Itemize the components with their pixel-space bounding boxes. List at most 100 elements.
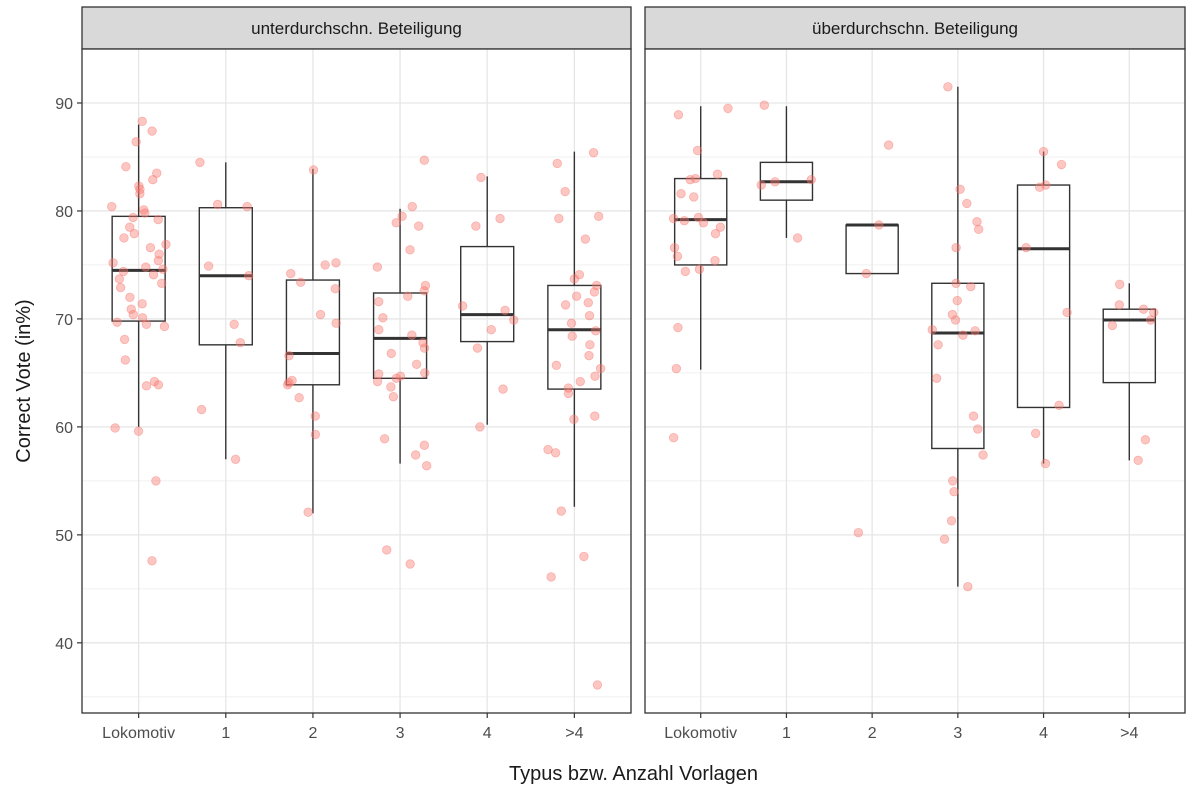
data-point	[230, 454, 241, 464]
data-point	[1040, 458, 1051, 469]
data-point	[125, 292, 135, 303]
data-point	[141, 381, 152, 391]
data-point	[680, 266, 691, 277]
data-point	[575, 376, 585, 387]
data-point	[151, 476, 161, 486]
data-point	[148, 174, 158, 185]
facet-strip-title: überdurchschn. Beteiligung	[812, 19, 1018, 38]
data-point	[397, 211, 407, 222]
data-point	[145, 242, 156, 253]
data-point	[418, 337, 428, 348]
data-point	[551, 360, 562, 371]
data-point	[593, 211, 604, 222]
data-point	[310, 429, 321, 440]
data-point	[283, 380, 293, 390]
y-tick-label: 80	[55, 204, 73, 221]
data-point	[147, 556, 157, 566]
data-point	[550, 448, 561, 458]
data-point	[457, 301, 468, 311]
data-point	[1030, 428, 1041, 439]
x-tick-label: Lokomotiv	[102, 725, 175, 742]
data-point	[405, 245, 415, 255]
data-point	[382, 545, 392, 555]
data-point	[419, 286, 429, 296]
data-point	[694, 264, 705, 274]
data-point	[486, 325, 496, 335]
data-point	[498, 384, 508, 394]
data-point	[972, 217, 982, 227]
x-tick-label: 1	[782, 725, 791, 742]
data-point	[673, 322, 683, 333]
data-point	[500, 305, 510, 315]
data-point	[495, 213, 505, 224]
data-point	[963, 581, 973, 592]
data-point	[119, 334, 130, 345]
x-tick-label: 2	[868, 725, 877, 742]
data-point	[108, 258, 118, 268]
data-point	[590, 371, 600, 381]
data-point	[153, 380, 164, 390]
x-axis-title: Typus bzw. Anzahl Vorlagen	[509, 763, 758, 785]
data-point	[475, 422, 485, 432]
data-point	[196, 404, 207, 415]
data-point	[792, 233, 803, 243]
data-point	[112, 317, 122, 327]
box-Lokomotiv	[111, 124, 166, 427]
data-point	[672, 251, 683, 261]
data-point	[235, 337, 246, 348]
data-point	[1041, 180, 1051, 190]
data-point	[1140, 435, 1151, 445]
data-point	[509, 315, 519, 325]
panel-background	[645, 49, 1185, 713]
data-point	[552, 158, 562, 169]
data-point	[149, 376, 160, 387]
data-point	[372, 262, 383, 272]
data-point	[715, 222, 726, 232]
data-point	[374, 325, 384, 335]
data-point	[133, 426, 144, 436]
data-point	[560, 186, 570, 197]
data-point	[331, 318, 341, 328]
data-point	[391, 218, 401, 228]
data-point	[943, 82, 953, 92]
data-point	[229, 319, 239, 330]
data-point	[476, 172, 486, 183]
data-point	[125, 222, 135, 232]
data-point	[591, 280, 602, 291]
x-tick-label: >4	[1120, 725, 1138, 742]
data-point	[693, 212, 704, 223]
data-point	[320, 260, 330, 270]
data-point	[669, 242, 680, 253]
data-point	[955, 184, 965, 195]
y-tick-label: 60	[55, 420, 73, 437]
data-point	[372, 376, 383, 387]
data-point	[690, 173, 701, 184]
data-point	[110, 423, 120, 433]
box->4	[1102, 283, 1157, 461]
data-point	[556, 506, 566, 516]
data-point	[414, 221, 424, 231]
data-point	[159, 321, 170, 332]
data-point	[723, 103, 733, 114]
data-point	[579, 551, 589, 562]
data-point	[1038, 146, 1049, 157]
data-point	[403, 291, 413, 301]
data-point	[107, 201, 117, 212]
data-point	[286, 268, 296, 279]
data-point	[1107, 320, 1118, 331]
data-point	[128, 309, 138, 320]
data-point	[1115, 279, 1125, 290]
data-point	[1114, 300, 1124, 310]
data-point	[294, 393, 304, 403]
data-point	[949, 486, 959, 497]
data-point	[951, 242, 961, 253]
data-point	[592, 680, 603, 690]
data-point	[951, 278, 961, 288]
data-point	[471, 221, 481, 231]
box-iqr	[1016, 184, 1071, 409]
data-point	[135, 184, 145, 195]
data-point	[588, 147, 599, 158]
data-point	[973, 224, 984, 235]
